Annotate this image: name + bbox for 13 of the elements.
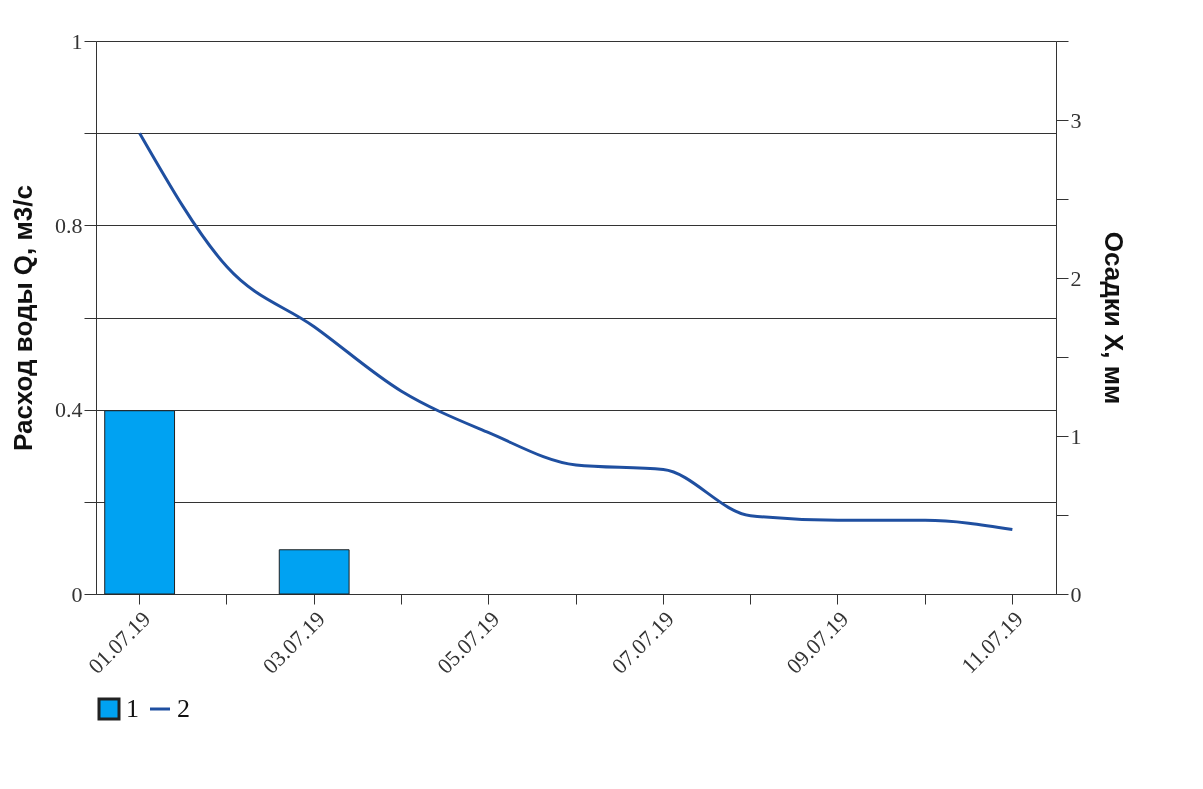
y-tick-label: 0.4 <box>55 397 83 423</box>
legend-label: 1 <box>126 694 139 723</box>
legend-label: 2 <box>177 694 190 723</box>
y2-tick-label: 1 <box>1070 423 1082 449</box>
y2-axis-title: Осадки X, мм <box>1098 231 1129 405</box>
y-tick-label: 1 <box>71 28 83 54</box>
y2-tick-label: 3 <box>1070 107 1082 133</box>
y-tick-label: 0 <box>71 581 83 607</box>
y2-tick-label: 2 <box>1070 265 1082 291</box>
y-axis-title: Расход воды Q, м3/с <box>8 185 38 451</box>
y2-tick-label: 0 <box>1070 581 1082 607</box>
y-tick-label: 0.8 <box>55 212 83 238</box>
line-series <box>138 131 1014 531</box>
